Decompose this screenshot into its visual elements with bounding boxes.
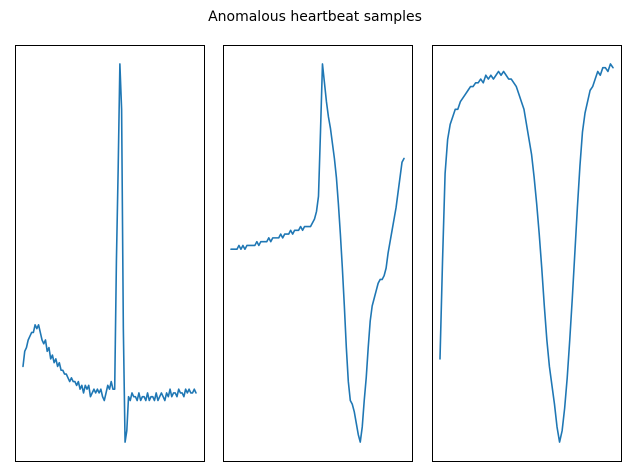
heartbeat-line-1 [22,63,197,443]
figure-title: Anomalous heartbeat samples [208,9,422,25]
subplots [15,45,622,462]
heartbeat-line-2 [230,63,405,443]
heartbeat-line-3 [439,63,614,443]
subplot-1 [15,45,205,462]
subplot-3 [432,45,622,462]
axes-frame [432,45,622,462]
subplot-2 [223,45,413,462]
axes-frame [223,45,413,462]
axes-frame [15,45,205,462]
